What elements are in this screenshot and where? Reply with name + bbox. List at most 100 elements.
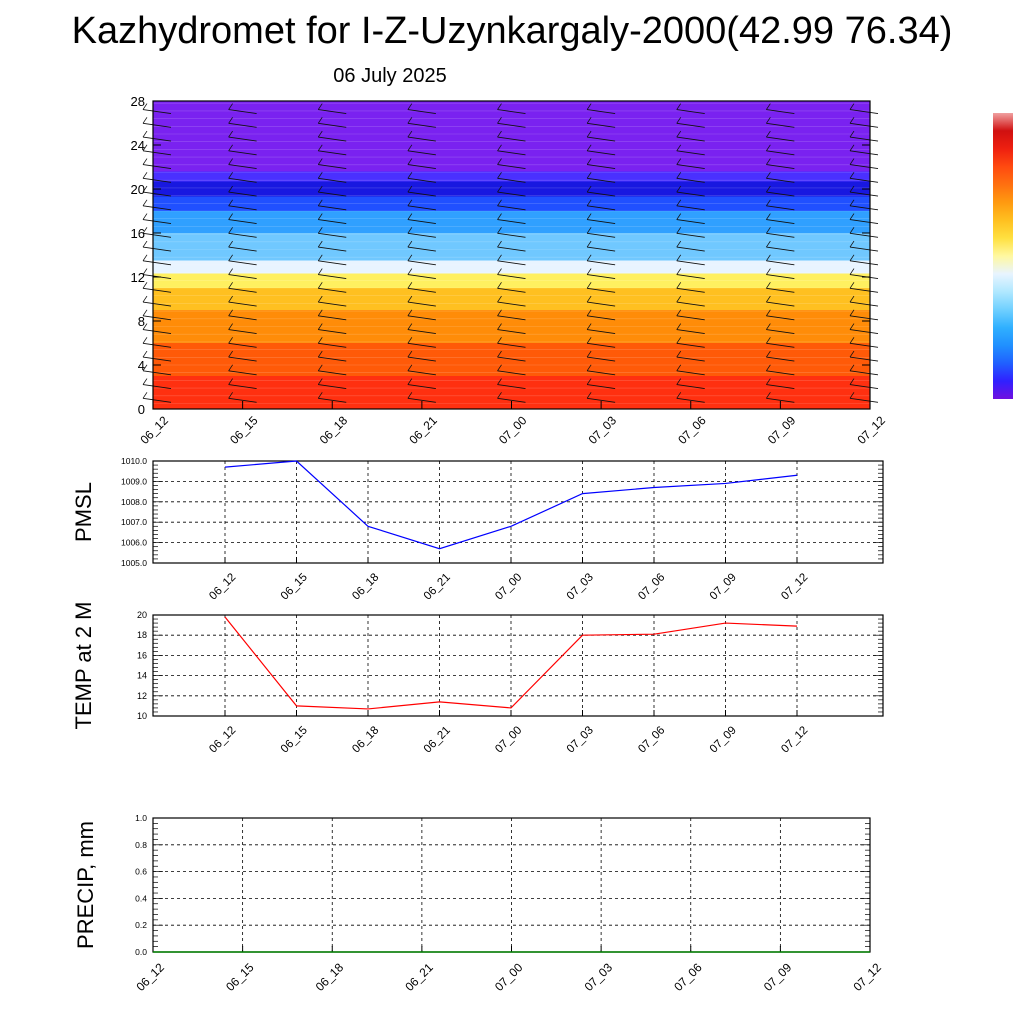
wind-barb-feather [407,117,413,124]
xtick-label: 06_21 [422,724,453,755]
wind-barb-feather [497,227,502,234]
wind-barb-feather [228,364,233,372]
heatmap-xtick-label: 07_03 [586,413,620,447]
xtick-label: 06_18 [350,724,381,755]
axis-ylabel: TEMP at 2 M [71,602,96,730]
wind-barb-feather [766,103,771,110]
wind-barb [318,219,347,224]
wind-barb [318,315,347,321]
wind-barb-feather [317,392,323,399]
ytick-label: 1010.0 [121,456,147,466]
wind-barb-feather [497,240,502,248]
wind-barb-feather [228,350,233,358]
wind-barb-feather [676,213,682,220]
wind-barb [676,150,705,156]
xtick-label: 07_06 [671,960,705,994]
wind-barb-feather [766,130,771,138]
wind-barb-feather [676,364,682,372]
wind-barb [318,109,347,114]
wind-barb-feather [407,295,413,303]
panel-frame [152,614,884,717]
wind-barb [766,329,795,334]
wind-barb [142,205,172,211]
wind-barb-feather [676,378,682,385]
wind-barb-feather [849,295,855,303]
wind-barb [318,191,347,197]
wind-barb-feather [317,337,323,344]
xtick-label: 07_00 [493,571,524,602]
xtick-label: 07_03 [565,571,596,602]
wind-barb [228,397,257,403]
wind-barb-feather [317,268,323,275]
wind-barb [587,122,616,128]
wind-barb [497,274,526,279]
wind-barb-feather [407,185,413,193]
wind-barb [407,246,436,252]
wind-barb-feather [317,172,323,179]
wind-barb-feather [142,227,148,234]
wind-barb-feather [407,227,413,234]
wind-barb [587,150,616,156]
xtick-label: 07_09 [708,571,739,602]
wind-barb [766,301,795,307]
wind-barb-feather [317,240,323,248]
wind-barb [318,274,347,279]
wind-barb [228,274,257,279]
wind-barb-feather [849,185,855,193]
wind-barb-feather [849,268,855,275]
wind-barb [407,164,436,169]
wind-barb-feather [142,254,148,262]
wind-barb [849,342,879,348]
wind-barb [407,219,436,224]
ytick-label: 1005.0 [121,558,147,568]
xtick-label: 06_12 [207,724,238,755]
wind-barb [497,205,526,211]
wind-barb-feather [849,199,855,207]
wind-barb-feather [766,350,771,358]
wind-barb-feather [497,172,502,179]
wind-barb [318,150,347,156]
xtick-label: 07_06 [636,724,667,755]
wind-barb-feather [407,337,413,344]
wind-barb-feather [228,268,233,275]
wind-barb-feather [497,144,502,152]
wind-barb [228,191,257,197]
wind-barb-feather [317,254,323,262]
wind-barb [766,136,795,142]
wind-barb-feather [849,213,855,220]
heatmap-field [153,101,870,409]
wind-barb-feather [849,392,855,399]
wind-barb [497,109,526,114]
wind-barb-feather [766,254,771,262]
wind-barb-feather [766,185,771,193]
wind-barb [228,122,257,128]
wind-barb-feather [497,378,502,385]
wind-barb [849,191,879,197]
wind-barb-feather [228,199,233,207]
wind-barb [228,356,257,362]
wind-barb [849,150,879,156]
wind-barb-feather [317,364,323,372]
xtick-label: 06_21 [402,960,436,994]
wind-barb [318,205,347,211]
wind-barb-feather [497,364,502,372]
wind-barb [318,177,347,183]
wind-barb-feather [586,185,592,193]
wind-barb [407,342,436,348]
wind-barb [766,315,795,321]
xtick-label: 07_00 [492,960,526,994]
wind-barb [318,356,347,362]
wind-barb-feather [676,227,682,234]
wind-barb-feather [766,392,771,399]
wind-barb-feather [228,185,233,193]
wind-barb [142,370,172,376]
wind-barb [766,232,795,238]
wind-barb [142,109,172,114]
wind-barb [407,260,436,266]
xtick-label: 06_21 [422,571,453,602]
ytick-label: 1006.0 [121,538,147,548]
wind-barb [587,205,616,211]
ytick-label: 12 [137,691,147,701]
wind-barb-feather [849,323,855,330]
wind-barb-feather [317,295,323,303]
